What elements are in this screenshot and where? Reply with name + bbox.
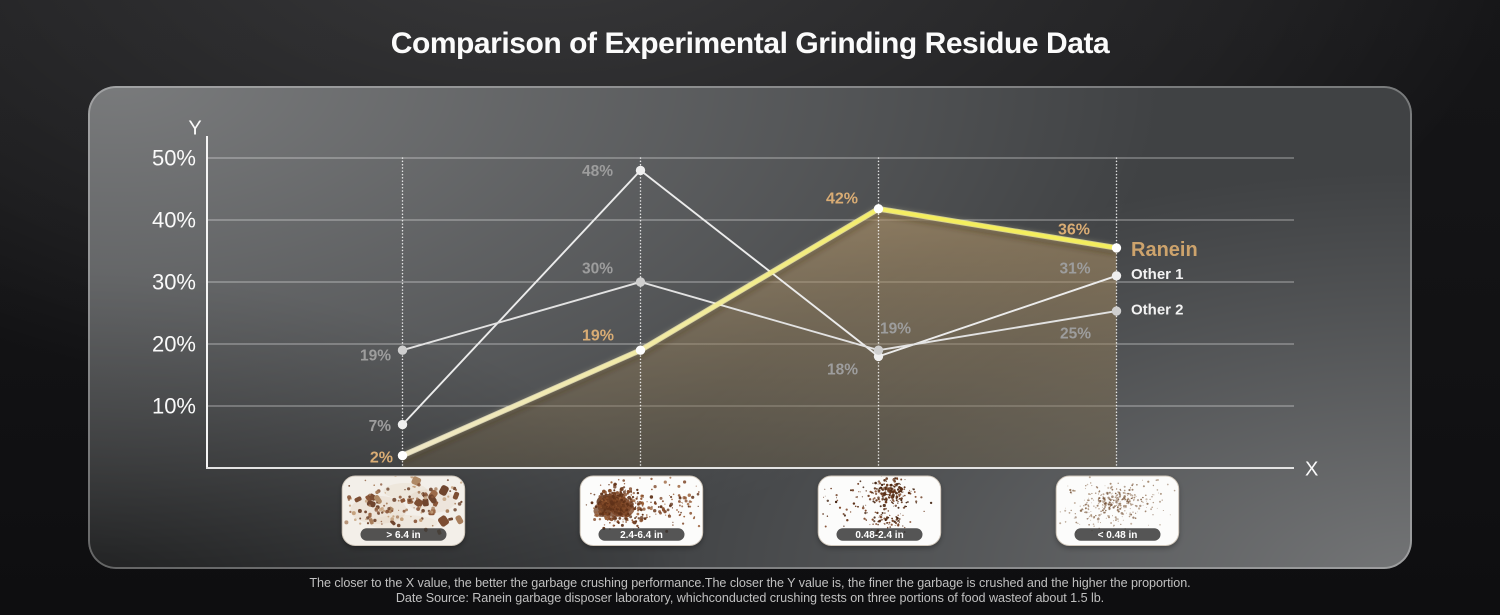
svg-text:48%: 48% bbox=[582, 163, 613, 180]
svg-text:42%: 42% bbox=[826, 190, 858, 207]
svg-text:36%: 36% bbox=[1058, 222, 1090, 239]
svg-text:19%: 19% bbox=[880, 321, 911, 338]
svg-text:> 6.4 in: > 6.4 in bbox=[386, 530, 420, 541]
svg-text:7%: 7% bbox=[369, 418, 392, 435]
svg-text:20%: 20% bbox=[152, 332, 196, 357]
svg-text:0.48-2.4 in: 0.48-2.4 in bbox=[855, 530, 903, 541]
svg-text:50%: 50% bbox=[152, 146, 196, 171]
svg-text:2.4-6.4 in: 2.4-6.4 in bbox=[620, 530, 663, 541]
svg-text:X: X bbox=[1305, 459, 1318, 481]
svg-text:2%: 2% bbox=[370, 449, 393, 466]
svg-text:< 0.48 in: < 0.48 in bbox=[1098, 530, 1138, 541]
svg-text:Y: Y bbox=[188, 118, 201, 140]
svg-text:10%: 10% bbox=[152, 394, 196, 419]
svg-text:19%: 19% bbox=[582, 328, 614, 345]
svg-text:40%: 40% bbox=[152, 208, 196, 233]
svg-text:Other 1: Other 1 bbox=[1131, 266, 1184, 283]
svg-text:30%: 30% bbox=[582, 261, 613, 278]
svg-text:18%: 18% bbox=[827, 362, 858, 379]
svg-text:Ranein: Ranein bbox=[1131, 239, 1198, 261]
svg-text:31%: 31% bbox=[1059, 261, 1090, 278]
svg-text:19%: 19% bbox=[360, 348, 391, 365]
svg-text:30%: 30% bbox=[152, 270, 196, 295]
svg-text:25%: 25% bbox=[1060, 326, 1091, 343]
svg-text:Other 2: Other 2 bbox=[1131, 302, 1184, 319]
